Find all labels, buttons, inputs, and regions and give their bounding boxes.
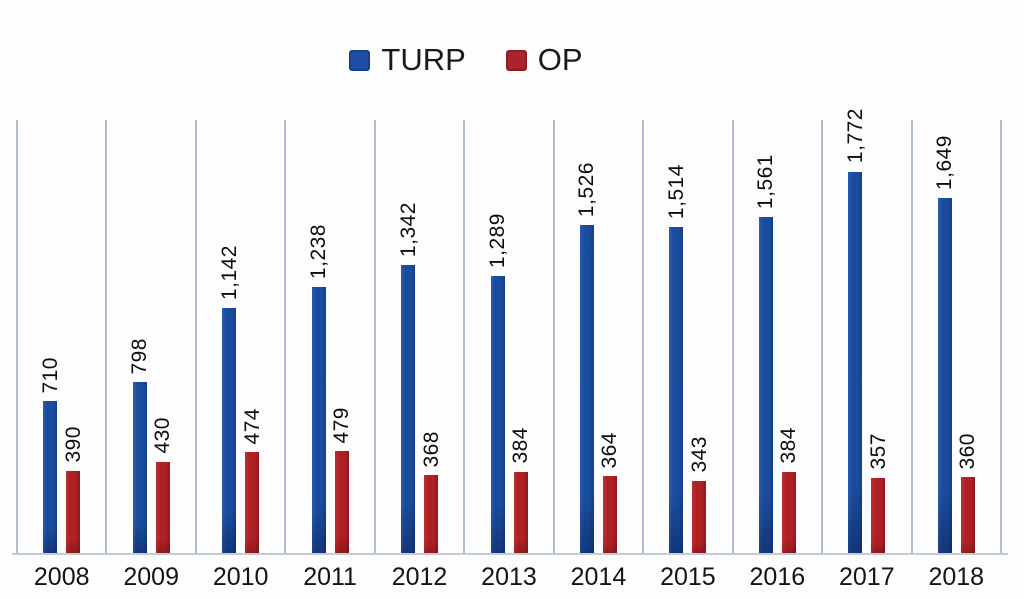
value-label-turp-2012: 1,342 — [396, 201, 420, 257]
gridline — [1000, 120, 1002, 555]
op-swatch-icon — [505, 49, 527, 71]
gridline — [731, 120, 734, 555]
bar-turp-2011 — [311, 287, 326, 555]
bar-op-2009 — [155, 461, 170, 555]
value-label-op-2018: 360 — [956, 432, 980, 470]
bar-op-2018 — [960, 477, 975, 555]
x-axis-line — [12, 553, 1008, 555]
x-tick-label-2014: 2014 — [570, 563, 627, 591]
gridline — [642, 120, 645, 555]
legend-items: TURP OP — [349, 42, 583, 78]
value-label-op-2013: 384 — [509, 427, 532, 464]
bar-op-2014 — [602, 476, 617, 555]
bar-op-2008 — [66, 470, 81, 555]
x-tick-label-2010: 2010 — [212, 563, 269, 591]
legend-item-turp: TURP — [349, 42, 466, 78]
value-label-turp-2014: 1,526 — [575, 161, 599, 217]
legend-label-turp: TURP — [381, 42, 466, 77]
bar-op-2015 — [692, 480, 707, 555]
value-label-turp-2011: 1,238 — [307, 224, 331, 280]
value-label-op-2010: 474 — [240, 407, 264, 445]
bar-turp-2010 — [222, 307, 237, 555]
value-label-turp-2009: 798 — [128, 337, 152, 375]
value-label-op-2015: 343 — [687, 436, 711, 473]
x-tick-label-2015: 2015 — [660, 563, 716, 591]
value-label-turp-2010: 1,142 — [217, 244, 241, 300]
x-tick-label-2012: 2012 — [391, 563, 448, 591]
x-tick-label-2018: 2018 — [928, 563, 985, 591]
legend-label-op: OP — [537, 42, 583, 77]
bar-op-2010 — [245, 452, 260, 555]
bar-op-2016 — [781, 471, 796, 555]
value-label-turp-2013: 1,289 — [486, 212, 509, 269]
x-tick-label-2009: 2009 — [123, 563, 179, 591]
x-tick-label-2008: 2008 — [33, 563, 90, 591]
gridline — [284, 120, 287, 555]
value-label-op-2011: 479 — [330, 406, 354, 444]
bar-op-2013 — [513, 471, 528, 555]
gridline — [910, 120, 913, 555]
gridline — [552, 120, 555, 555]
value-label-op-2008: 390 — [61, 426, 85, 463]
bar-turp-2018 — [937, 198, 952, 555]
gridline — [16, 120, 18, 555]
bar-turp-2017 — [848, 171, 863, 555]
gridline — [105, 120, 108, 555]
bar-op-2012 — [424, 475, 439, 555]
gridline — [194, 120, 197, 555]
bar-op-2017 — [871, 477, 886, 555]
bar-op-2011 — [334, 451, 349, 555]
value-label-turp-2015: 1,514 — [664, 164, 688, 220]
value-label-turp-2008: 710 — [38, 356, 62, 394]
gridline — [463, 120, 466, 555]
legend-item-op: OP — [505, 42, 583, 78]
x-tick-label-2016: 2016 — [749, 563, 806, 591]
value-label-turp-2016: 1,561 — [754, 154, 778, 210]
gridline — [821, 120, 824, 555]
bar-turp-2012 — [401, 264, 416, 555]
plot-area: 710 390 798 430 1,142 474 1,238 479 1,342 368 1,28… — [16, 108, 1002, 555]
bar-turp-2009 — [132, 382, 147, 555]
bar-turp-2013 — [490, 276, 505, 555]
value-label-turp-2017: 1,772 — [843, 108, 867, 164]
gridline — [373, 120, 376, 555]
value-label-op-2016: 384 — [777, 427, 801, 464]
x-tick-label-2017: 2017 — [838, 563, 895, 591]
legend: TURP OP — [0, 42, 1024, 78]
turp-swatch-icon — [349, 49, 371, 71]
x-tick-label-2011: 2011 — [303, 563, 357, 591]
bar-turp-2015 — [669, 227, 684, 555]
value-label-op-2014: 364 — [598, 431, 622, 469]
value-label-op-2009: 430 — [151, 417, 175, 454]
bar-turp-2008 — [43, 401, 58, 555]
x-tick-label-2013: 2013 — [481, 563, 537, 591]
value-label-turp-2018: 1,649 — [933, 135, 957, 191]
bar-turp-2014 — [579, 224, 594, 555]
value-label-op-2017: 357 — [866, 433, 890, 470]
bar-turp-2016 — [758, 217, 773, 555]
value-label-op-2012: 368 — [419, 430, 443, 468]
